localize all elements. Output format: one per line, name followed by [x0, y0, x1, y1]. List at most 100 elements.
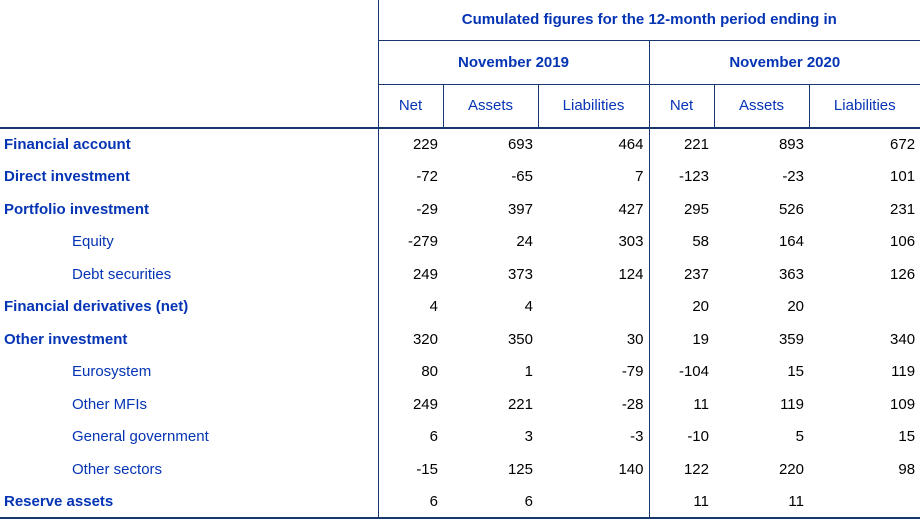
table-row: Debt securities 249 373 124 237 363 126 — [0, 258, 920, 291]
label-column-spacer — [0, 84, 379, 129]
table-row: Other MFIs 249 221 -28 11 119 109 — [0, 388, 920, 421]
cell-2019-net: 6 — [429, 428, 438, 446]
cell-2020-net: 237 — [648, 258, 714, 291]
table-row: Other investment 320 350 30 19 359 340 — [0, 323, 920, 356]
cell-2019-liabilities — [538, 485, 649, 519]
cell-2019-net: 4 — [429, 298, 438, 316]
column-header-2020-net: Net — [648, 84, 714, 129]
row-label: Portfolio investment — [0, 193, 379, 226]
cell-2019-assets: 125 — [507, 460, 533, 478]
row-label: Other investment — [0, 323, 379, 356]
cell-2019-net: 249 — [412, 265, 438, 283]
cell-2019-liabilities: 140 — [618, 460, 644, 478]
cell-2020-net: -10 — [648, 420, 714, 453]
cell-2019-net: 320 — [412, 330, 438, 348]
cell-2020-net: -104 — [648, 355, 714, 388]
table-row: Reserve assets 6 6 11 11 — [0, 485, 920, 519]
cell-2019-liabilities: -79 — [621, 363, 644, 381]
table-row: Other sectors -15 125 140 122 220 98 — [0, 453, 920, 486]
cell-2020-assets: 893 — [778, 136, 804, 154]
table-body: Financial account 229 693 4 6 4 221 893 67… — [0, 128, 920, 519]
cell-2019-assets: 4 — [524, 298, 533, 316]
cell-2019-assets: 397 — [507, 200, 533, 218]
label-column-spacer — [0, 0, 379, 40]
row-label: Other sectors — [0, 453, 379, 486]
cell-2020-assets: 20 — [787, 298, 804, 316]
row-label: Eurosystem — [0, 355, 379, 388]
cell-2020-liabilities: 15 — [898, 428, 916, 446]
cell-2019-assets: 24 — [516, 233, 533, 251]
cell-2020-liabilities: 119 — [891, 363, 916, 381]
cell-2020-net: 20 — [648, 290, 714, 323]
cell-2019-assets: 221 — [507, 395, 533, 413]
table-row: Eurosystem 80 1 -79 -104 15 119 — [0, 355, 920, 388]
cell-2019-assets: 693 — [507, 136, 533, 154]
cell-2020-liabilities: 126 — [890, 265, 916, 283]
row-label: Equity — [0, 225, 379, 258]
row-label: Financial derivatives (net) — [0, 290, 379, 323]
cell-2020-liabilities — [809, 485, 920, 519]
title-row: Cumulated figures for the 12-month perio… — [0, 0, 920, 41]
row-label: Debt securities — [0, 258, 379, 291]
table-row: Portfolio investment -29 397 427 295 526… — [0, 193, 920, 226]
column-header-2019-assets: Assets — [442, 84, 538, 129]
cell-2020-assets: 11 — [714, 485, 809, 519]
cell-2020-assets: 220 — [778, 460, 804, 478]
cell-2020-liabilities: 672 — [890, 136, 916, 154]
table-row: General government 6 3 -3 -10 5 15 — [0, 420, 920, 453]
period-header-november-2019: November 2019 — [378, 40, 649, 85]
column-header-2019-liabilities: Liabilities — [537, 84, 649, 129]
cell-2020-net: 122 — [648, 453, 714, 486]
row-label: Direct investment — [0, 160, 379, 193]
cell-2020-net: 11 — [648, 485, 714, 519]
cell-2020-assets: 526 — [778, 200, 804, 218]
table-row: Equity -279 24 303 58 164 106 — [0, 225, 920, 258]
cell-2020-liabilities — [809, 291, 920, 324]
cell-2020-liabilities: 109 — [890, 395, 916, 413]
cell-2020-net: 221 — [648, 128, 714, 161]
cell-2019-assets: 6 — [443, 485, 538, 519]
column-header-2019-net: Net — [378, 84, 443, 129]
cell-2019-net: -279 — [407, 233, 438, 251]
period-header-november-2020: November 2020 — [648, 40, 920, 85]
cell-2020-assets: 119 — [780, 395, 804, 413]
table-row: Financial derivatives (net) 4 4 20 20 — [0, 290, 920, 324]
cell-2019-liabilities: 427 — [618, 200, 644, 218]
cell-2019-liabilities: 30 — [626, 330, 644, 348]
cell-2019-liabilities: 303 — [618, 233, 644, 251]
cell-2019-net: 80 — [421, 363, 438, 381]
cell-2019-net: 249 — [412, 395, 438, 413]
cell-2020-liabilities: 98 — [898, 460, 916, 478]
row-label: Reserve assets — [0, 485, 379, 519]
cell-2019-assets: 1 — [524, 363, 533, 381]
cell-2020-net: 58 — [648, 225, 714, 258]
row-label: Other MFIs — [0, 388, 379, 421]
cell-2019-liabilities: 124 — [618, 265, 644, 283]
cell-2019-net: -15 — [416, 460, 438, 478]
cell-2019-liabilities: -28 — [621, 395, 644, 413]
cell-2019-liabilities: -3 — [630, 428, 644, 446]
cell-2019-net: 6 — [378, 485, 443, 519]
cell-2020-assets: -23 — [782, 168, 804, 186]
cell-2019-assets: -65 — [511, 168, 533, 186]
cell-2019-net: -29 — [416, 200, 438, 218]
column-header-row: Net Assets Liabilities Net Assets Liabil… — [0, 84, 920, 129]
cell-2020-liabilities: 101 — [890, 168, 916, 186]
row-label: General government — [0, 420, 379, 453]
cell-2020-assets: 363 — [778, 265, 804, 283]
cell-2020-liabilities: 340 — [890, 330, 916, 348]
table-title: Cumulated figures for the 12-month perio… — [378, 0, 920, 41]
cell-2019-net: 229 — [412, 136, 438, 154]
cell-2020-net: 19 — [648, 323, 714, 356]
table-row: Direct investment -72 -65 7 -123 -23 101 — [0, 160, 920, 193]
label-column-spacer — [0, 40, 379, 84]
cell-2020-net: 295 — [648, 193, 714, 226]
cell-2019-assets: 350 — [507, 330, 533, 348]
row-label: Financial account — [0, 128, 379, 161]
period-header-row: November 2019 November 2020 — [0, 40, 920, 85]
cell-2020-liabilities: 231 — [890, 200, 916, 218]
cell-2019-net: -72 — [416, 168, 438, 186]
cell-2019-assets: 373 — [507, 265, 533, 283]
cell-2019-liabilities — [538, 291, 649, 324]
